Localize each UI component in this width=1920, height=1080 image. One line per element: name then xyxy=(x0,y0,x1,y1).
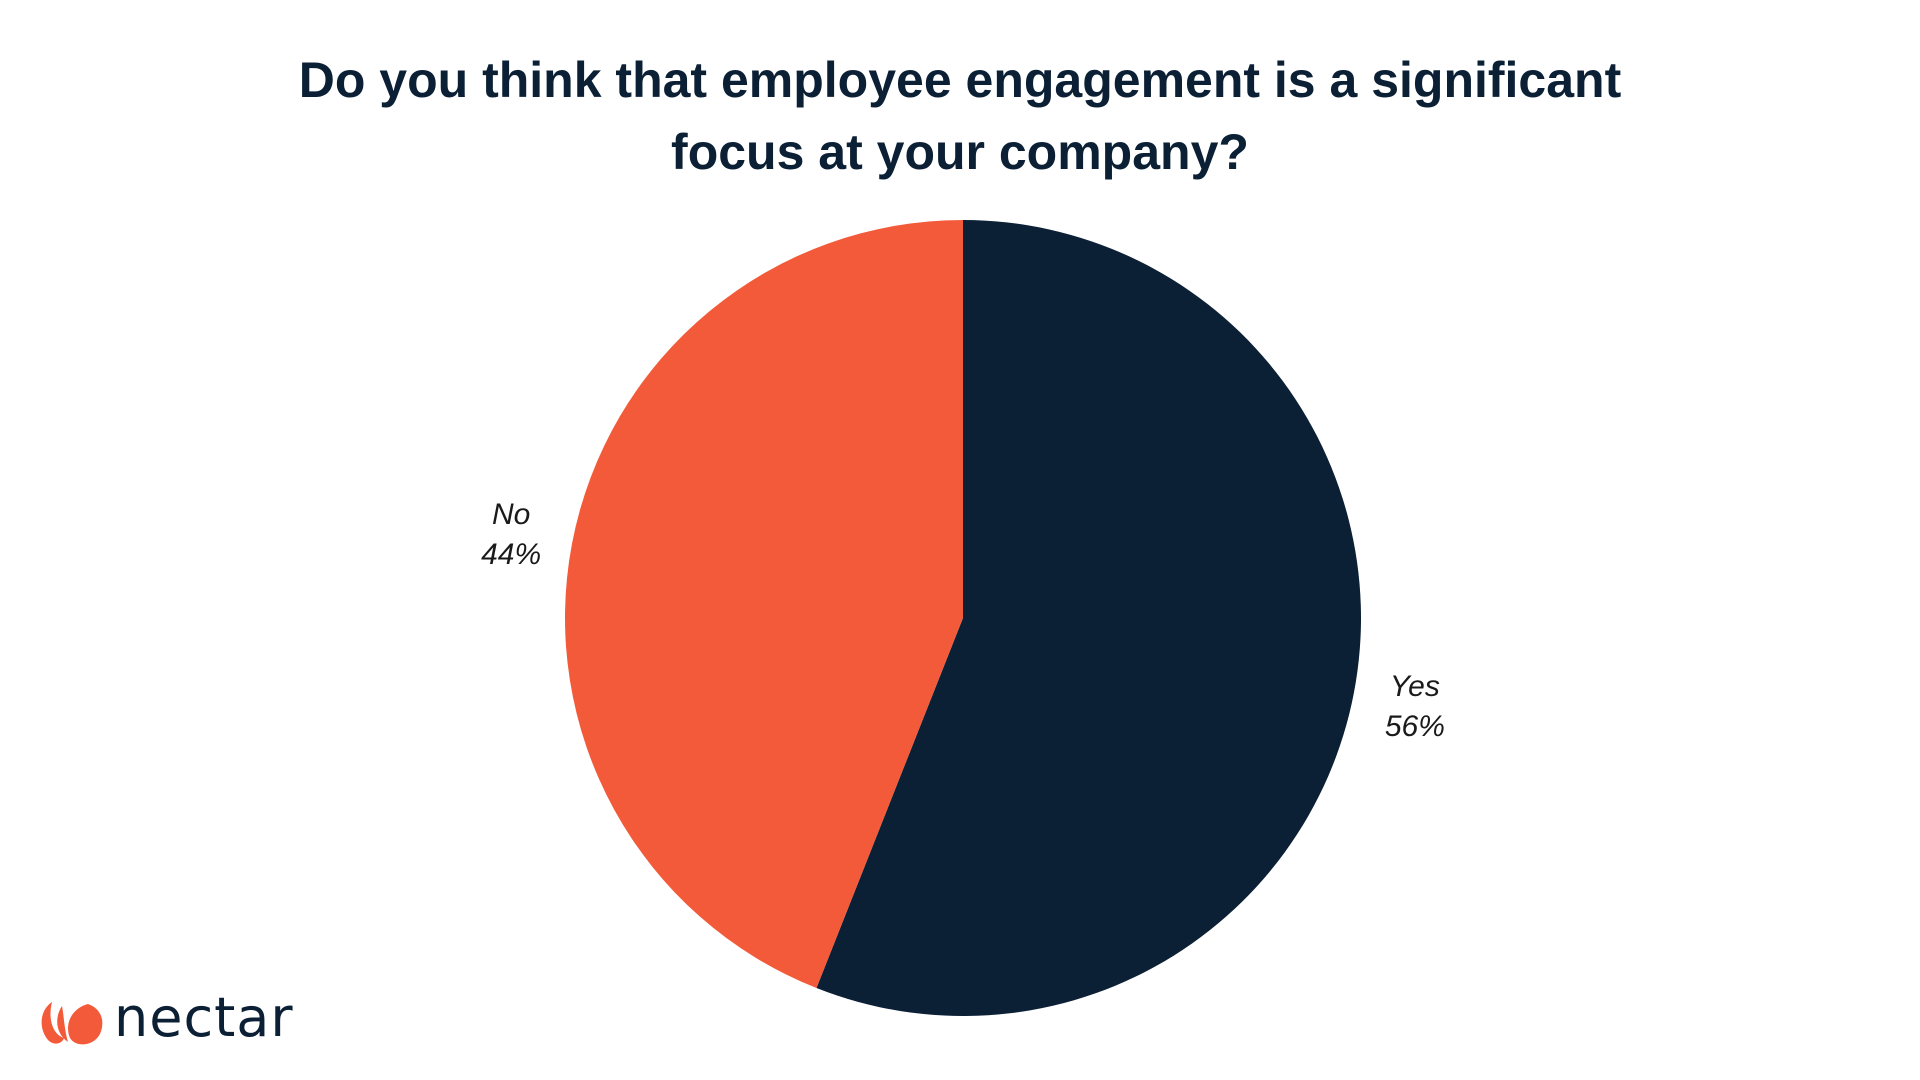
slice-value-yes: 56% xyxy=(1385,710,1445,743)
chart-title: Do you think that employee engagement is… xyxy=(160,44,1760,188)
pie-labels: Yes 56% No 44% xyxy=(481,498,1445,743)
nectar-logo-text: nectar xyxy=(114,986,294,1049)
slice-label-no: No xyxy=(492,498,530,531)
pie-slices xyxy=(565,220,1361,1016)
pie-slice-yes xyxy=(816,220,1361,1016)
nectar-flower-icon xyxy=(41,1002,103,1045)
slice-value-no: 44% xyxy=(481,538,541,571)
chart-title-line-1: Do you think that employee engagement is… xyxy=(298,52,1622,108)
chart-title-line-2: focus at your company? xyxy=(671,124,1249,180)
slice-label-yes: Yes xyxy=(1390,670,1440,703)
pie-slice-no xyxy=(565,220,963,989)
